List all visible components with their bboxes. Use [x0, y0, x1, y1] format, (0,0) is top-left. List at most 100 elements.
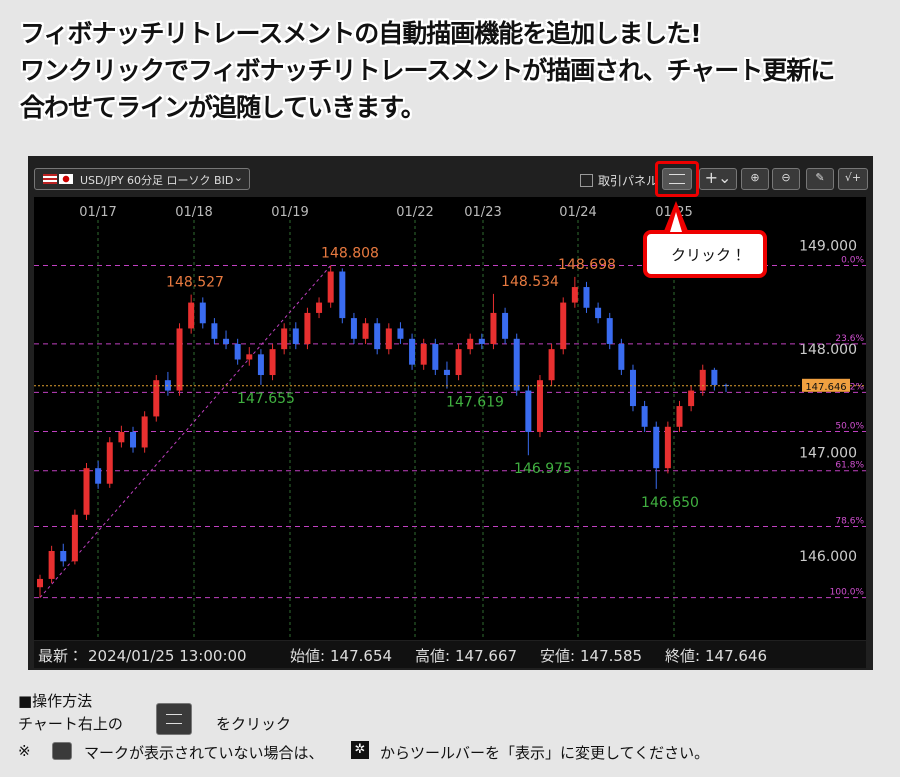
candle-body: [48, 550, 55, 579]
candle-body: [37, 578, 43, 588]
high-label: 148.698: [558, 257, 616, 273]
status-bar: [34, 641, 866, 668]
high-label: 148.527: [166, 275, 224, 291]
note-text: からツールバーを「表示」に変更してください。: [380, 744, 710, 762]
fibonacci-icon: [156, 703, 192, 735]
candle-body: [467, 338, 474, 350]
zoom-in-button[interactable]: ⊕: [741, 168, 769, 190]
candle-body: [362, 323, 369, 339]
candle-body: [350, 318, 357, 339]
x-tick-label: 01/22: [396, 205, 433, 220]
candle-body: [339, 271, 346, 319]
status-text: 終値:: [665, 647, 700, 665]
candle-body: [560, 302, 567, 350]
price-tag-label: 147.646: [805, 382, 846, 393]
candle-body: [257, 354, 264, 376]
candle-body: [478, 338, 485, 344]
low-label: 146.975: [514, 461, 572, 477]
candle-body: [699, 369, 706, 391]
draw-button[interactable]: ✎: [806, 168, 834, 190]
dropdown-arrow: ⌄: [233, 171, 243, 184]
heading-line: フィボナッチリトレースメントの自動描画機能を追加しました!: [20, 19, 702, 48]
candle-body: [281, 328, 288, 350]
candle-body: [595, 307, 602, 319]
symbol-label: USD/JPY 60分足 ローソク BID: [80, 174, 234, 187]
status-text: 147.585: [580, 647, 642, 665]
status-text: 最新：: [38, 647, 83, 665]
fib-level-label: 78.6%: [835, 517, 864, 527]
candle-body: [502, 312, 509, 339]
candle-body: [118, 431, 125, 443]
candle-body: [211, 323, 218, 339]
status-text: 147.654: [330, 647, 392, 665]
fib-level-label: 0.0%: [841, 256, 864, 266]
candle-body: [409, 338, 416, 365]
y-tick-label: 148.000: [799, 342, 857, 358]
candle-body: [374, 323, 381, 350]
chart: 01/17 01/18 01/19 01/22 01/23 01/24 01/25146.0…: [34, 197, 866, 668]
note-mark: ※: [18, 742, 31, 760]
zoom-out-button[interactable]: ⊖: [772, 168, 800, 190]
candle-body: [432, 343, 439, 370]
flag-jp: [59, 174, 73, 184]
candle-body: [60, 550, 67, 562]
candle-body: [525, 390, 532, 432]
candle-body: [246, 354, 253, 360]
y-tick-label: 149.000: [799, 239, 857, 255]
status-text: 147.646: [705, 647, 767, 665]
candle-body: [304, 312, 311, 344]
low-label: 146.650: [641, 495, 699, 511]
x-tick-label: 01/23: [464, 205, 501, 220]
x-tick-label: 01/17: [79, 205, 116, 220]
candle-body: [513, 338, 520, 391]
candle-body: [269, 349, 276, 376]
symbol-selector[interactable]: USD/JPY 60分足 ローソク BID ⌄: [34, 168, 250, 190]
instruction-text: をクリック: [216, 715, 292, 733]
heading-line: ワンクリックでフィボナッチリトレースメントが描画され、チャート更新に: [20, 56, 835, 85]
fib-level-label: 61.8%: [835, 461, 864, 471]
candle-body: [490, 312, 497, 344]
candle-body: [385, 328, 392, 350]
candle-body: [688, 390, 695, 407]
high-label: 148.808: [321, 246, 379, 262]
trade-panel-label: 取引パネル: [598, 174, 659, 188]
fib-level-label: 100.0%: [830, 588, 865, 598]
candle-body: [548, 349, 555, 381]
fibonacci-button[interactable]: [662, 168, 692, 190]
candle-body: [664, 426, 671, 469]
callout: クリック！: [643, 230, 767, 278]
candle-body: [199, 302, 206, 324]
candle-body: [141, 416, 148, 448]
candle-body: [711, 369, 718, 385]
gear-icon: ✲: [351, 741, 369, 759]
candle-body: [443, 369, 450, 376]
candle-body: [106, 442, 113, 484]
checkbox[interactable]: [580, 174, 593, 187]
candle-body: [234, 343, 241, 360]
candle-body: [455, 349, 462, 376]
low-label: 147.619: [446, 395, 504, 411]
candle-body: [397, 328, 404, 339]
candle-body: [583, 287, 590, 308]
candle-body: [536, 380, 543, 432]
fib-glyph: [669, 174, 685, 184]
status-text: 2024/01/25 13:00:00: [88, 647, 247, 665]
fib-glyph: [166, 714, 182, 724]
candle-body: [71, 514, 78, 562]
instruction-text: チャート右上の: [18, 715, 123, 733]
candle-body: [327, 271, 334, 303]
callout-text: クリック！: [671, 246, 747, 264]
x-tick-label: 01/24: [559, 205, 596, 220]
status-text: 安値:: [540, 647, 575, 665]
candle-body: [316, 302, 323, 313]
candle-body: [130, 431, 137, 448]
note-text: マークが表示されていない場合は、: [84, 744, 324, 762]
add-button[interactable]: +⌄: [699, 168, 737, 190]
indicator-button[interactable]: √+: [838, 168, 868, 190]
candle-body: [676, 406, 683, 427]
status-text: 高値:: [415, 647, 450, 665]
y-tick-label: 147.000: [799, 446, 857, 462]
candle-body: [618, 343, 625, 370]
